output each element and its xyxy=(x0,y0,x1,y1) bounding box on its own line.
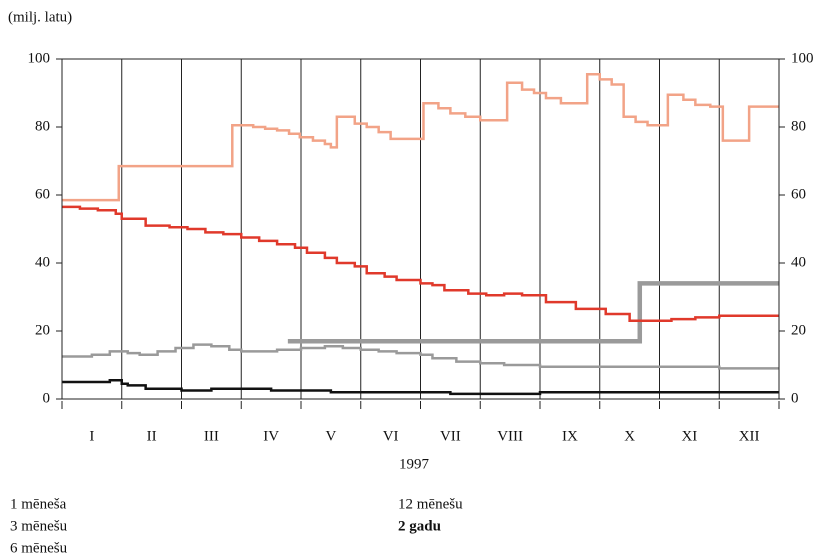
x-tick-label: VIII xyxy=(497,428,523,444)
series-line xyxy=(62,73,779,202)
y-tick-label: 40 xyxy=(35,254,50,270)
y2-tick-label: 20 xyxy=(791,322,806,338)
legend-label: 6 mēnešu xyxy=(10,540,68,556)
y-tick-label: 20 xyxy=(35,322,50,338)
y2-tick-label: 80 xyxy=(791,118,806,134)
x-tick-label: XII xyxy=(739,428,760,444)
x-tick-label: IX xyxy=(562,428,578,444)
y-tick-label: 80 xyxy=(35,118,50,134)
x-tick-label: II xyxy=(147,428,157,444)
y2-tick-label: 40 xyxy=(791,254,806,270)
y-tick-label: 60 xyxy=(35,186,50,202)
legend-label: 12 mēnešu xyxy=(398,496,463,512)
x-tick-label: III xyxy=(204,428,219,444)
y2-tick-label: 60 xyxy=(791,186,806,202)
x-tick-label: X xyxy=(624,428,635,444)
legend-label: 3 mēnešu xyxy=(10,518,68,534)
plot-frame xyxy=(61,58,780,400)
y2-tick-label: 100 xyxy=(791,50,814,66)
x-axis-label: 1997 xyxy=(399,456,430,472)
y-tick-label: 0 xyxy=(43,390,51,406)
x-tick-label: VII xyxy=(440,428,461,444)
series-line xyxy=(62,379,779,396)
x-tick-label: I xyxy=(89,428,94,444)
x-tick-label: IV xyxy=(263,428,279,444)
legend-label: 2 gadu xyxy=(398,518,441,534)
x-tick-label: XI xyxy=(681,428,697,444)
y-tick-label: 100 xyxy=(28,50,51,66)
legend-label: 1 mēneša xyxy=(10,496,67,512)
unit-label: (milj. latu) xyxy=(8,9,72,25)
x-tick-label: VI xyxy=(383,428,399,444)
x-tick-label: V xyxy=(325,428,336,444)
series-line xyxy=(287,281,779,344)
series-line xyxy=(62,205,779,323)
y2-tick-label: 0 xyxy=(791,390,799,406)
series-line xyxy=(62,343,779,370)
